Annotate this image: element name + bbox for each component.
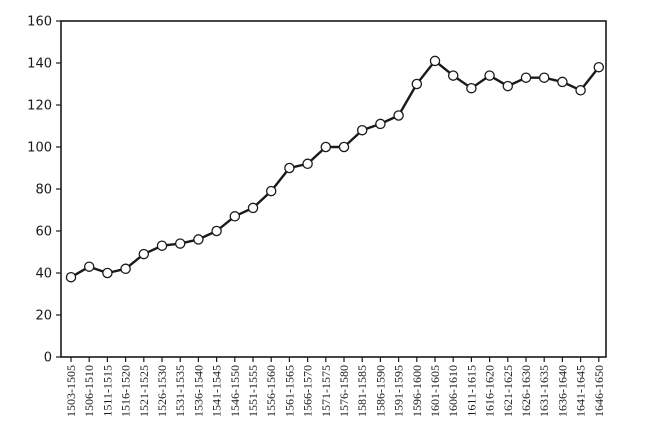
x-tick-label: 1636-1640 bbox=[555, 365, 569, 417]
data-point bbox=[156, 240, 168, 251]
x-tick-label: 1566-1570 bbox=[301, 365, 315, 417]
data-point bbox=[174, 238, 186, 249]
data-point bbox=[557, 76, 568, 88]
x-tick-label: 1626-1630 bbox=[519, 365, 533, 417]
x-tick-label: 1591-1595 bbox=[392, 365, 406, 417]
series-line bbox=[70, 59, 600, 279]
data-point bbox=[466, 82, 477, 94]
x-tick-label: 1646-1650 bbox=[592, 365, 606, 417]
x-tick-label: 1546-1550 bbox=[228, 365, 242, 417]
x-tick-label: 1556-1560 bbox=[264, 365, 278, 417]
data-point bbox=[320, 141, 332, 153]
y-tick-label: 80 bbox=[35, 183, 52, 198]
data-point bbox=[429, 55, 441, 67]
data-point bbox=[538, 72, 550, 83]
data-point bbox=[502, 80, 514, 92]
data-point bbox=[247, 202, 259, 214]
x-tick-label: 1503-1505 bbox=[64, 365, 78, 417]
x-tick-label: 1541-1545 bbox=[210, 365, 224, 417]
y-tick-label: 40 bbox=[35, 267, 52, 282]
data-point bbox=[484, 70, 495, 81]
x-tick-label: 1586-1590 bbox=[373, 365, 387, 417]
x-tick-label: 1561-1565 bbox=[282, 365, 296, 417]
series-area bbox=[65, 55, 605, 283]
data-point bbox=[102, 267, 113, 279]
data-point bbox=[411, 78, 423, 90]
data-point bbox=[520, 72, 532, 83]
x-tick-label: 1611-1615 bbox=[464, 365, 478, 417]
x-tick-label: 1536-1540 bbox=[191, 365, 205, 417]
x-tick-label: 1606-1610 bbox=[446, 365, 460, 417]
y-tick-label: 120 bbox=[27, 99, 52, 114]
x-tick-label: 1521-1525 bbox=[137, 365, 151, 417]
x-axis: 1503-1505 1506-1510 1511-1515 1516-1520 1521… bbox=[64, 357, 606, 417]
y-tick-label: 0 bbox=[44, 351, 52, 366]
x-tick-label: 1511-1515 bbox=[100, 365, 114, 417]
x-tick-label: 1596-1600 bbox=[410, 365, 424, 417]
x-tick-label: 1576-1580 bbox=[337, 365, 351, 417]
data-point bbox=[593, 61, 605, 73]
data-point bbox=[229, 211, 241, 222]
x-tick-label: 1631-1635 bbox=[537, 365, 551, 417]
data-point bbox=[356, 124, 368, 136]
x-tick-label: 1506-1510 bbox=[82, 365, 96, 417]
x-tick-label: 1641-1645 bbox=[574, 365, 588, 417]
plot-frame bbox=[60, 20, 607, 358]
data-point bbox=[65, 271, 77, 283]
data-point bbox=[265, 185, 277, 197]
data-point bbox=[211, 225, 222, 237]
y-tick-label: 160 bbox=[27, 15, 52, 30]
x-tick-label: 1531-1535 bbox=[173, 365, 187, 417]
x-tick-label: 1516-1520 bbox=[119, 365, 133, 417]
x-tick-label: 1616-1620 bbox=[483, 365, 497, 417]
data-point bbox=[393, 110, 404, 121]
y-tick-label: 60 bbox=[35, 225, 52, 240]
data-point bbox=[193, 234, 204, 245]
data-point bbox=[447, 70, 459, 81]
y-tick-label: 100 bbox=[27, 141, 52, 156]
y-axis: 0 20 40 60 80 100 120 140 160 bbox=[27, 15, 61, 366]
data-point bbox=[83, 261, 95, 272]
data-point bbox=[284, 162, 295, 174]
x-tick-label: 1601-1605 bbox=[428, 365, 442, 417]
y-tick-label: 20 bbox=[35, 309, 52, 324]
data-point bbox=[575, 85, 586, 96]
x-tick-label: 1621-1625 bbox=[501, 365, 515, 417]
data-point bbox=[375, 118, 386, 130]
data-point bbox=[120, 263, 131, 275]
y-tick-label: 140 bbox=[27, 57, 52, 72]
x-tick-label: 1581-1585 bbox=[355, 365, 369, 417]
x-tick-label: 1571-1575 bbox=[319, 365, 333, 417]
x-tick-label: 1551-1555 bbox=[246, 365, 260, 417]
data-point bbox=[138, 248, 150, 260]
x-tick-label: 1526-1530 bbox=[155, 365, 169, 417]
data-point bbox=[338, 141, 350, 153]
data-point bbox=[302, 158, 313, 170]
